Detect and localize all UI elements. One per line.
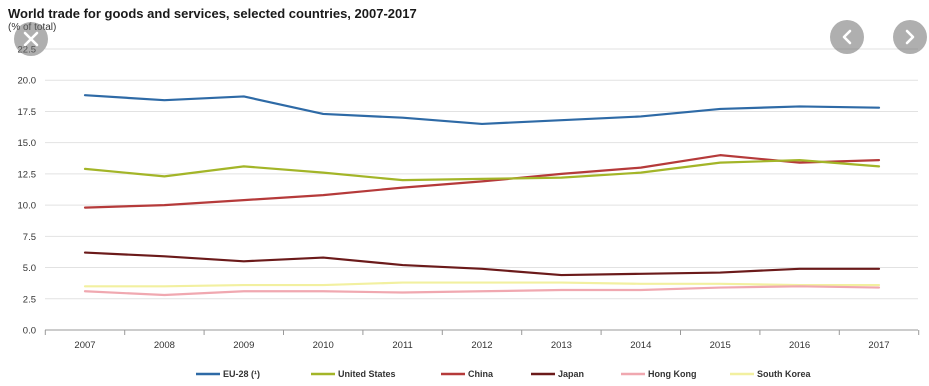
x-tick-label: 2007 bbox=[74, 340, 95, 351]
x-tick-label: 2017 bbox=[868, 340, 889, 351]
x-tick-label: 2015 bbox=[710, 340, 731, 351]
legend-label: China bbox=[468, 369, 494, 379]
legend-label: Japan bbox=[558, 369, 584, 379]
y-tick-label: 15.0 bbox=[18, 138, 37, 149]
grid bbox=[45, 48, 918, 331]
y-tick-label: 20.0 bbox=[18, 76, 37, 87]
series-line-japan bbox=[83, 251, 881, 277]
series-lines bbox=[83, 94, 881, 297]
y-axis: 0.02.55.07.510.012.515.017.520.022.5 bbox=[18, 45, 37, 337]
x-tick-label: 2010 bbox=[313, 340, 334, 351]
legend-label: South Korea bbox=[757, 369, 811, 379]
y-tick-label: 0.0 bbox=[23, 326, 36, 337]
y-tick-label: 7.5 bbox=[23, 232, 36, 243]
legend: EU-28 (¹) United States China Japan Hong Kon… bbox=[196, 369, 811, 379]
y-tick-label: 5.0 bbox=[23, 263, 36, 274]
legend-label: EU-28 (¹) bbox=[223, 369, 260, 379]
x-tick-label: 2008 bbox=[154, 340, 175, 351]
close-icon[interactable] bbox=[14, 22, 48, 56]
y-tick-label: 17.5 bbox=[18, 107, 37, 118]
series-line-hong-kong bbox=[83, 285, 881, 297]
x-tick-label: 2012 bbox=[471, 340, 492, 351]
x-axis: 2007 2008 2009 2010 2011 2012 2013 2014 2015 2016… bbox=[44, 330, 920, 351]
legend-label: Hong Kong bbox=[648, 369, 697, 379]
legend-label: United States bbox=[338, 369, 396, 379]
series-line-china bbox=[83, 154, 881, 209]
x-tick-label: 2014 bbox=[630, 340, 651, 351]
series-line-south-korea bbox=[83, 281, 881, 288]
x-tick-label: 2009 bbox=[233, 340, 254, 351]
x-tick-label: 2016 bbox=[789, 340, 810, 351]
series-line-eu-28 bbox=[83, 94, 881, 126]
x-tick-label: 2011 bbox=[392, 340, 412, 351]
y-tick-label: 10.0 bbox=[18, 201, 37, 212]
x-tick-label: 2013 bbox=[551, 340, 572, 351]
y-tick-label: 2.5 bbox=[23, 294, 36, 305]
chevron-right-icon[interactable] bbox=[893, 20, 927, 54]
chart-title: World trade for goods and services, sele… bbox=[8, 6, 417, 21]
y-tick-label: 12.5 bbox=[18, 169, 37, 180]
chevron-left-icon[interactable] bbox=[830, 20, 864, 54]
series-line-united-states bbox=[83, 159, 881, 182]
